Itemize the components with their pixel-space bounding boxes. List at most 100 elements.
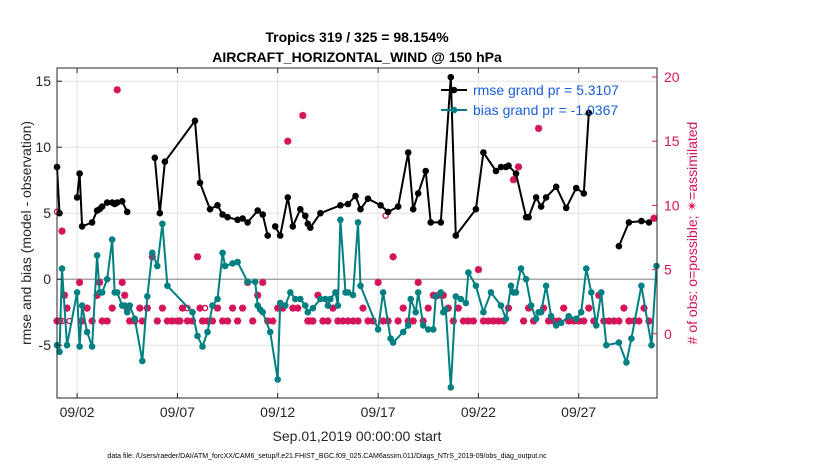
obs-assimilated-marker bbox=[269, 317, 277, 325]
bias-point bbox=[603, 341, 610, 349]
rmse-point bbox=[492, 167, 500, 175]
bias-point bbox=[58, 265, 66, 272]
rmse-point bbox=[580, 190, 588, 197]
rmse-point bbox=[585, 109, 593, 117]
rmse-point bbox=[552, 183, 560, 191]
bias-point bbox=[557, 319, 565, 327]
obs-assimilated-marker bbox=[299, 111, 307, 120]
obs-assimilated-marker bbox=[449, 317, 457, 325]
rmse-point bbox=[427, 219, 435, 226]
bias-point bbox=[648, 341, 655, 349]
bias-point bbox=[108, 236, 116, 243]
rmse-point bbox=[276, 232, 284, 239]
bias-point bbox=[78, 302, 86, 309]
obs-assimilated-marker bbox=[183, 317, 191, 325]
rmse-point bbox=[377, 202, 384, 209]
rmse-point bbox=[532, 194, 540, 201]
y-axis-label: rmse and bias (model - observation) bbox=[18, 121, 34, 345]
obs-assimilated-marker bbox=[585, 304, 593, 312]
obs-assimilated-marker bbox=[309, 317, 317, 325]
obs-assimilated-marker bbox=[153, 317, 161, 325]
rmse-point bbox=[414, 190, 422, 197]
obs-assimilated-marker bbox=[560, 304, 568, 312]
bias-point bbox=[144, 293, 151, 300]
obs-assimilated-marker bbox=[635, 317, 643, 325]
plot-frame bbox=[56, 67, 658, 399]
bias-point bbox=[542, 282, 550, 290]
y-tick-label: -5 bbox=[39, 337, 52, 353]
rmse-point bbox=[244, 219, 251, 226]
bias-point bbox=[98, 289, 106, 296]
rmse-point bbox=[525, 213, 532, 221]
bias-point bbox=[259, 308, 267, 316]
rmse-point bbox=[264, 232, 272, 239]
bias-point bbox=[292, 295, 299, 303]
rmse-point bbox=[344, 200, 352, 208]
y-tick-label: 5 bbox=[43, 205, 51, 221]
obs-assimilated-marker bbox=[424, 304, 432, 312]
x-tick-label: 09/27 bbox=[561, 404, 596, 420]
rmse-point bbox=[572, 184, 580, 192]
rmse-point bbox=[615, 242, 623, 250]
bias-point bbox=[164, 282, 171, 290]
rmse-point bbox=[337, 202, 344, 209]
bias-point bbox=[424, 326, 432, 333]
rmse-point bbox=[364, 195, 372, 202]
rmse-point bbox=[437, 219, 445, 226]
bias-point bbox=[204, 328, 211, 336]
bias-point bbox=[512, 289, 520, 296]
rmse-point bbox=[196, 179, 204, 187]
bias-point bbox=[309, 304, 317, 312]
legend-bias-label: bias grand pr = -1.0367 bbox=[473, 102, 618, 118]
legend: rmse grand pr = 5.3107 bias grand pr = -1… bbox=[441, 82, 619, 118]
obs-assimilated-marker bbox=[193, 253, 202, 261]
obs-assimilated-marker bbox=[294, 304, 302, 312]
obs-assimilated-marker bbox=[126, 317, 134, 325]
bias-point bbox=[414, 289, 422, 296]
rmse-point bbox=[645, 219, 653, 226]
obs-assimilated-marker bbox=[409, 317, 417, 325]
bias-point bbox=[276, 299, 284, 307]
rmse-point bbox=[307, 224, 314, 231]
bias-point bbox=[327, 295, 334, 303]
bias-point bbox=[628, 335, 635, 342]
bias-point bbox=[379, 289, 387, 296]
bias-point bbox=[274, 376, 282, 383]
y2-axis-label: # of obs: o=possible; ✴=assimilated bbox=[684, 122, 700, 345]
bias-point bbox=[399, 328, 407, 336]
obs-assimilated-marker bbox=[284, 137, 292, 145]
bias-point bbox=[83, 328, 91, 336]
rmse-point bbox=[447, 73, 455, 81]
bias-point bbox=[63, 341, 71, 349]
obs-assimilated-marker bbox=[650, 214, 658, 222]
rmse-point bbox=[352, 192, 359, 200]
rmse-point bbox=[384, 208, 392, 216]
x-tick-label: 09/12 bbox=[260, 404, 295, 420]
bias-point bbox=[577, 308, 585, 316]
bias-point bbox=[480, 308, 487, 316]
rmse-point bbox=[542, 194, 550, 201]
rmse-point bbox=[497, 163, 505, 171]
obs-assimilated-marker bbox=[138, 317, 146, 325]
obs-assimilated-marker bbox=[239, 304, 247, 312]
bias-point bbox=[251, 278, 259, 286]
rmse-point bbox=[297, 205, 304, 213]
bias-point bbox=[56, 348, 63, 356]
bias-point bbox=[465, 269, 472, 276]
obs-assimilated-marker bbox=[196, 304, 204, 312]
bias-point bbox=[374, 326, 382, 333]
bias-point bbox=[552, 322, 560, 329]
bias-point bbox=[123, 308, 131, 316]
rmse-point bbox=[472, 205, 480, 213]
obs-assimilated-marker bbox=[83, 304, 91, 312]
y2-tick-label: 5 bbox=[664, 262, 672, 278]
rmse-point bbox=[161, 158, 169, 165]
bias-point bbox=[593, 322, 600, 329]
rmse-point bbox=[191, 117, 199, 125]
bias-point bbox=[332, 289, 339, 296]
axes: 09/02 09/07 09/12 09/17 09/22 09/27 -5 0 5 10 15 0 5… bbox=[35, 67, 680, 420]
series-layer bbox=[53, 73, 660, 391]
obs-assimilated-marker bbox=[334, 317, 342, 325]
x-axis-label: Sep.01,2019 00:00:00 start bbox=[273, 428, 442, 444]
